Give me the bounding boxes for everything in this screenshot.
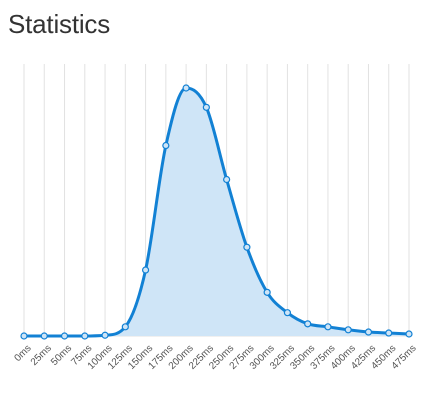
data-point[interactable] bbox=[223, 175, 231, 184]
data-point[interactable] bbox=[60, 332, 69, 340]
data-point[interactable] bbox=[385, 329, 393, 337]
data-point[interactable] bbox=[81, 332, 89, 340]
data-point[interactable] bbox=[364, 328, 373, 336]
page-title: Statistics bbox=[8, 9, 111, 39]
x-tick-label: 50ms bbox=[49, 343, 74, 368]
series-line bbox=[24, 86, 410, 338]
area-fill bbox=[24, 88, 409, 336]
x-tick-label: 25ms bbox=[29, 343, 54, 368]
data-point[interactable] bbox=[243, 243, 251, 251]
data-point[interactable] bbox=[304, 320, 312, 328]
data-point[interactable] bbox=[162, 141, 170, 150]
data-points bbox=[20, 84, 413, 340]
data-point[interactable] bbox=[101, 331, 109, 339]
data-point[interactable] bbox=[263, 288, 271, 296]
data-point[interactable] bbox=[141, 266, 150, 274]
data-point[interactable] bbox=[40, 332, 48, 340]
data-point[interactable] bbox=[283, 309, 292, 317]
data-point[interactable] bbox=[344, 326, 352, 334]
data-point[interactable] bbox=[405, 330, 413, 338]
data-point[interactable] bbox=[20, 332, 28, 340]
data-point[interactable] bbox=[182, 84, 190, 92]
data-point[interactable] bbox=[121, 323, 129, 331]
data-point[interactable] bbox=[202, 103, 210, 111]
data-point[interactable] bbox=[324, 323, 332, 331]
x-tick-labels: 0ms25ms50ms75ms100ms125ms150ms175ms200ms… bbox=[13, 343, 419, 372]
